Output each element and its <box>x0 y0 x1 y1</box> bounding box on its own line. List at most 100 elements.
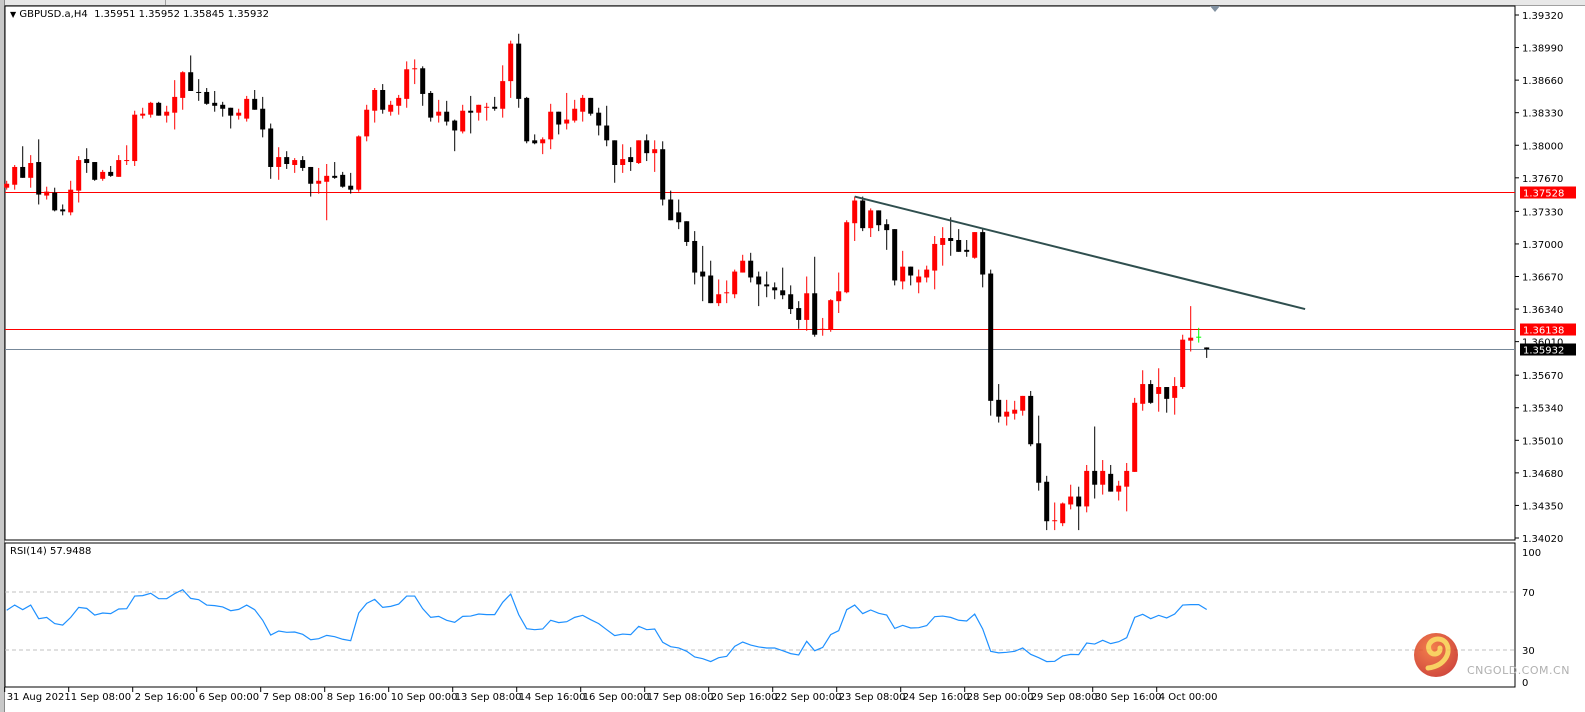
candle-body <box>420 68 426 94</box>
candle <box>588 97 594 116</box>
candle-body <box>620 159 626 165</box>
price-tick-label: 1.38660 <box>1522 76 1563 87</box>
candle-body <box>412 68 418 70</box>
candle <box>100 169 106 181</box>
candle-body <box>284 157 290 165</box>
candle <box>988 269 994 416</box>
candle <box>308 166 314 197</box>
candle-body <box>932 243 938 271</box>
candle-body <box>4 183 10 188</box>
time-tick-label: 1 Sep 08:00 <box>71 692 131 703</box>
candle-body <box>68 189 74 213</box>
candle-body <box>460 110 466 132</box>
candle <box>660 141 666 206</box>
candle <box>180 71 186 110</box>
candle <box>284 151 290 169</box>
candle <box>676 199 682 230</box>
candle-body <box>764 284 770 287</box>
candle-body <box>220 104 226 109</box>
candle-body <box>204 91 210 104</box>
candle-body <box>988 273 994 401</box>
candle-body <box>820 328 826 330</box>
candle-body <box>252 98 258 110</box>
price-tick-label: 1.38000 <box>1522 141 1563 152</box>
candle-body <box>1172 386 1178 398</box>
candle-body <box>1044 481 1050 522</box>
candle <box>708 260 714 304</box>
candle <box>972 232 978 259</box>
candle <box>900 250 906 290</box>
candle <box>868 208 874 238</box>
time-tick-label: 6 Sep 00:00 <box>199 692 259 703</box>
candle <box>116 155 122 177</box>
candle-body <box>196 91 202 93</box>
rsi-tick-label: 30 <box>1522 646 1535 657</box>
candle <box>1004 399 1010 426</box>
triangle-down-icon[interactable]: ▼ <box>10 10 17 19</box>
candle <box>316 167 322 194</box>
candle <box>300 156 306 171</box>
candle <box>1148 380 1154 404</box>
time-tick-label: 28 Sep 00:00 <box>967 692 1034 703</box>
candle-body <box>508 43 514 82</box>
candle-body <box>532 140 538 144</box>
candle-body <box>1124 470 1130 487</box>
candle-body <box>556 111 562 125</box>
candle-body <box>756 276 762 285</box>
candle-body <box>996 399 1002 417</box>
candle <box>452 119 458 152</box>
candle <box>636 140 642 165</box>
candle <box>244 95 250 122</box>
candle <box>1132 397 1138 472</box>
candle-body <box>108 171 114 176</box>
candle <box>412 59 418 85</box>
candle-body <box>652 149 658 154</box>
time-tick-label: 16 Sep 00:00 <box>583 692 650 703</box>
candle <box>844 220 850 294</box>
candle <box>604 105 610 147</box>
time-tick-label: 20 Sep 16:00 <box>711 692 778 703</box>
candle <box>276 147 282 180</box>
candle-body <box>348 185 354 190</box>
price-tick-label: 1.39320 <box>1522 11 1563 22</box>
candle-body <box>1204 347 1210 350</box>
candle <box>628 147 634 171</box>
candle-body <box>940 238 946 245</box>
candle <box>44 186 50 200</box>
candle <box>1020 395 1026 416</box>
candle <box>444 100 450 126</box>
candle <box>580 94 586 122</box>
candle <box>324 164 330 221</box>
candle-body <box>140 113 146 116</box>
candle-body <box>964 249 970 252</box>
candle <box>980 229 986 288</box>
candle <box>84 148 90 173</box>
candle <box>332 162 338 179</box>
time-tick-label: 22 Sep 00:00 <box>775 692 842 703</box>
candle <box>20 146 26 178</box>
candle-body <box>692 240 698 273</box>
level-price-tag <box>1520 323 1576 336</box>
chart-header[interactable]: ▼ GBPUSD.a,H4 1.35951 1.35952 1.35845 1.… <box>10 9 269 20</box>
candle <box>540 137 546 155</box>
candle-body <box>1108 473 1114 492</box>
candle <box>220 101 226 117</box>
watermark-domain: CNGOLD.COM.CN <box>1467 664 1570 677</box>
candle-body <box>84 159 90 164</box>
candle <box>1172 377 1178 415</box>
candle-body <box>1084 470 1090 507</box>
candle <box>772 282 778 300</box>
candle-body <box>852 200 858 224</box>
time-tick-label: 31 Aug 2021 <box>7 692 71 703</box>
candle-body <box>916 276 922 283</box>
candle <box>996 384 1002 423</box>
candle-body <box>1052 520 1058 522</box>
candle <box>28 155 34 188</box>
candle-body <box>1140 384 1146 404</box>
candle <box>1124 463 1130 512</box>
candle-body <box>244 98 250 119</box>
rsi-tick-label: 0 <box>1522 678 1528 689</box>
time-tick-label: 24 Sep 16:00 <box>903 692 970 703</box>
candle <box>60 204 66 216</box>
